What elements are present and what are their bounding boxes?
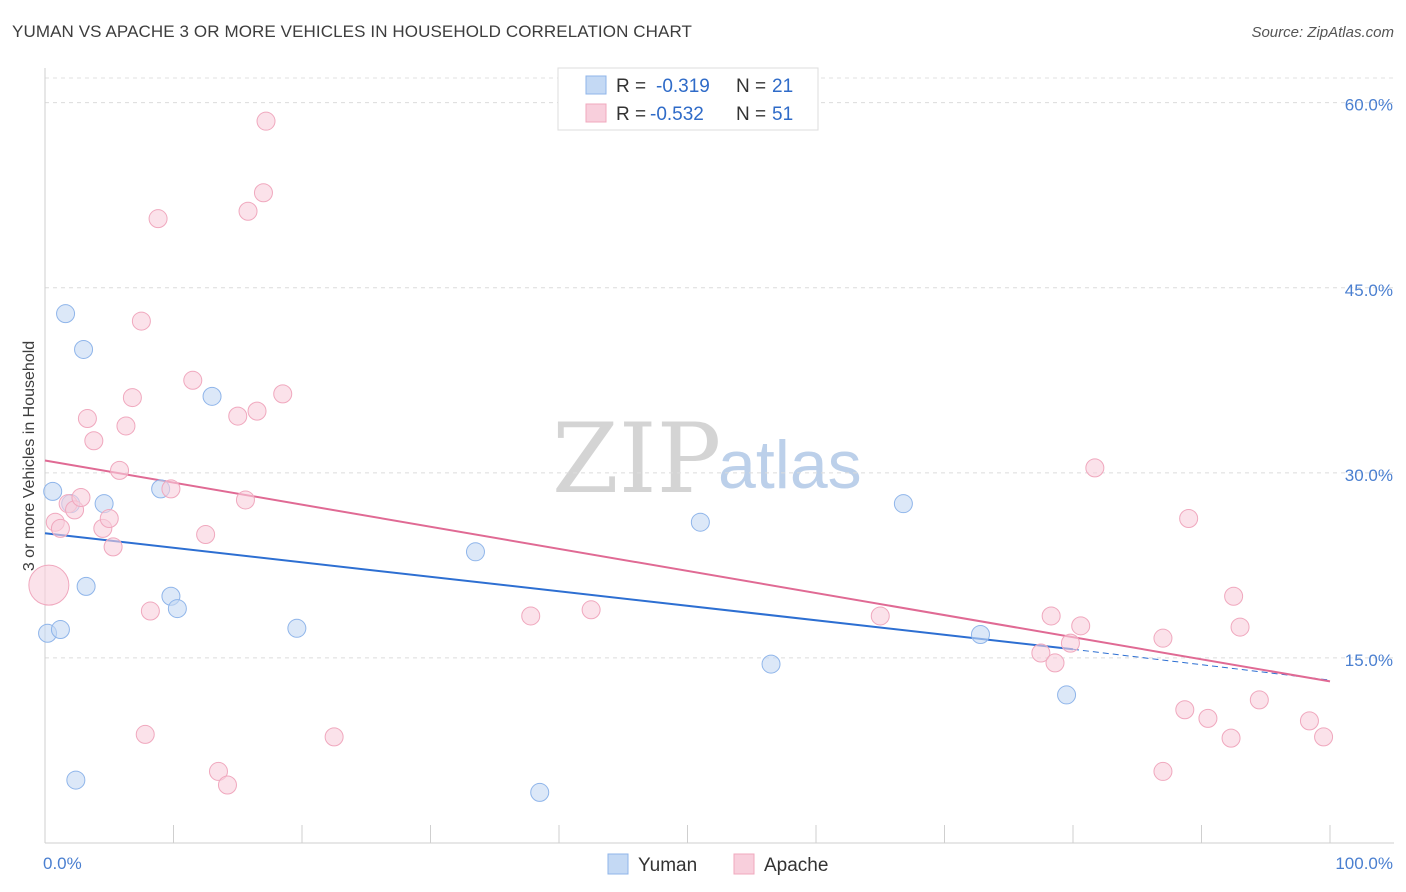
gridlines — [45, 77, 1394, 659]
apache-point — [28, 564, 70, 606]
chart-title: YUMAN VS APACHE 3 OR MORE VEHICLES IN HO… — [12, 22, 693, 41]
yuman-point — [43, 481, 63, 501]
yuman-point — [970, 624, 990, 644]
watermark-zip: ZIP — [552, 403, 721, 515]
yuman-n-label: N = — [736, 76, 766, 97]
apache-point — [1221, 728, 1241, 748]
apache-point — [1085, 458, 1105, 478]
apache-point — [1041, 606, 1061, 626]
yuman-point — [74, 339, 94, 359]
apache-point — [256, 111, 276, 131]
apache-point — [247, 401, 267, 421]
apache-point — [116, 416, 136, 436]
yuman-r-value: -0.319 — [656, 76, 710, 97]
apache-point — [110, 460, 130, 480]
axes: 15.0% 30.0% 45.0% 60.0% 0.0% 100.0% — [43, 68, 1394, 873]
apache-n-label: N = — [736, 104, 766, 125]
y-tick-label: 15.0% — [1345, 651, 1393, 670]
apache-point — [1224, 586, 1244, 606]
apache-point — [84, 431, 104, 451]
yuman-point — [893, 494, 913, 514]
apache-point — [1198, 708, 1218, 728]
apache-point — [140, 601, 160, 621]
y-tick-label: 45.0% — [1345, 281, 1393, 300]
apache-point — [148, 209, 168, 229]
apache-point — [183, 370, 203, 390]
apache-trend-line — [44, 459, 1331, 683]
apache-n-value: 51 — [772, 104, 793, 125]
apache-point — [77, 409, 97, 429]
apache-point — [1153, 761, 1173, 781]
apache-point — [208, 761, 228, 781]
apache-point — [71, 488, 91, 508]
watermark-atlas: atlas — [718, 427, 862, 503]
series-legend: Yuman Apache — [607, 853, 828, 876]
apache-point — [1179, 508, 1199, 528]
y-tick-label: 60.0% — [1345, 96, 1393, 115]
apache-point — [228, 406, 248, 426]
yuman-series-label: Yuman — [638, 855, 697, 876]
apache-point — [1153, 628, 1173, 648]
apache-point — [103, 537, 123, 557]
apache-legend-swatch — [585, 103, 607, 123]
apache-point — [1230, 617, 1250, 637]
yuman-point — [465, 542, 485, 562]
apache-r-value: -0.532 — [650, 104, 704, 125]
apache-point — [1045, 653, 1065, 673]
y-axis-title: 3 or more Vehicles in Household — [21, 341, 38, 571]
apache-point — [1071, 616, 1091, 636]
yuman-point — [66, 770, 86, 790]
apache-point — [122, 388, 142, 408]
stats-legend: R = -0.319 N = 21 R = -0.532 N = 51 — [557, 67, 819, 131]
apache-series-swatch — [733, 853, 755, 875]
apache-point — [1031, 643, 1051, 663]
yuman-point — [1057, 685, 1077, 705]
yuman-r-label: R = — [616, 76, 646, 97]
apache-point — [161, 479, 181, 499]
apache-point — [870, 606, 890, 626]
apache-point — [253, 183, 273, 203]
trend-lines — [44, 459, 1331, 683]
yuman-point — [56, 304, 76, 324]
apache-point — [1299, 711, 1319, 731]
apache-point — [238, 201, 258, 221]
apache-point — [235, 490, 255, 510]
apache-point — [50, 518, 70, 538]
apache-point — [1060, 633, 1080, 653]
yuman-point — [76, 576, 96, 596]
yuman-legend-swatch — [585, 75, 607, 95]
apache-point — [521, 606, 541, 626]
yuman-series-swatch — [607, 853, 629, 875]
apache-point — [135, 724, 155, 744]
yuman-point — [202, 386, 222, 406]
yuman-point — [287, 618, 307, 638]
apache-point — [1314, 727, 1334, 747]
x-tick-label-max: 100.0% — [1335, 854, 1393, 873]
yuman-point — [167, 599, 187, 619]
apache-point — [273, 384, 293, 404]
data-points — [28, 111, 1334, 802]
yuman-point — [50, 620, 70, 640]
apache-point — [217, 775, 237, 795]
watermark: ZIP atlas — [552, 403, 862, 515]
yuman-point — [761, 654, 781, 674]
x-tick-label-min: 0.0% — [43, 854, 82, 873]
yuman-trend-line — [44, 532, 1074, 651]
yuman-n-value: 21 — [772, 76, 793, 97]
apache-point — [1175, 700, 1195, 720]
y-tick-label: 30.0% — [1345, 466, 1393, 485]
apache-point — [131, 311, 151, 331]
apache-point — [1249, 690, 1269, 710]
apache-point — [581, 600, 601, 620]
source-label: Source: ZipAtlas.com — [1251, 24, 1394, 41]
yuman-point — [530, 782, 550, 802]
apache-point — [324, 727, 344, 747]
yuman-point — [690, 512, 710, 532]
apache-point — [196, 525, 216, 545]
apache-point — [99, 508, 119, 528]
apache-r-label: R = — [616, 104, 646, 125]
apache-series-label: Apache — [764, 855, 828, 876]
